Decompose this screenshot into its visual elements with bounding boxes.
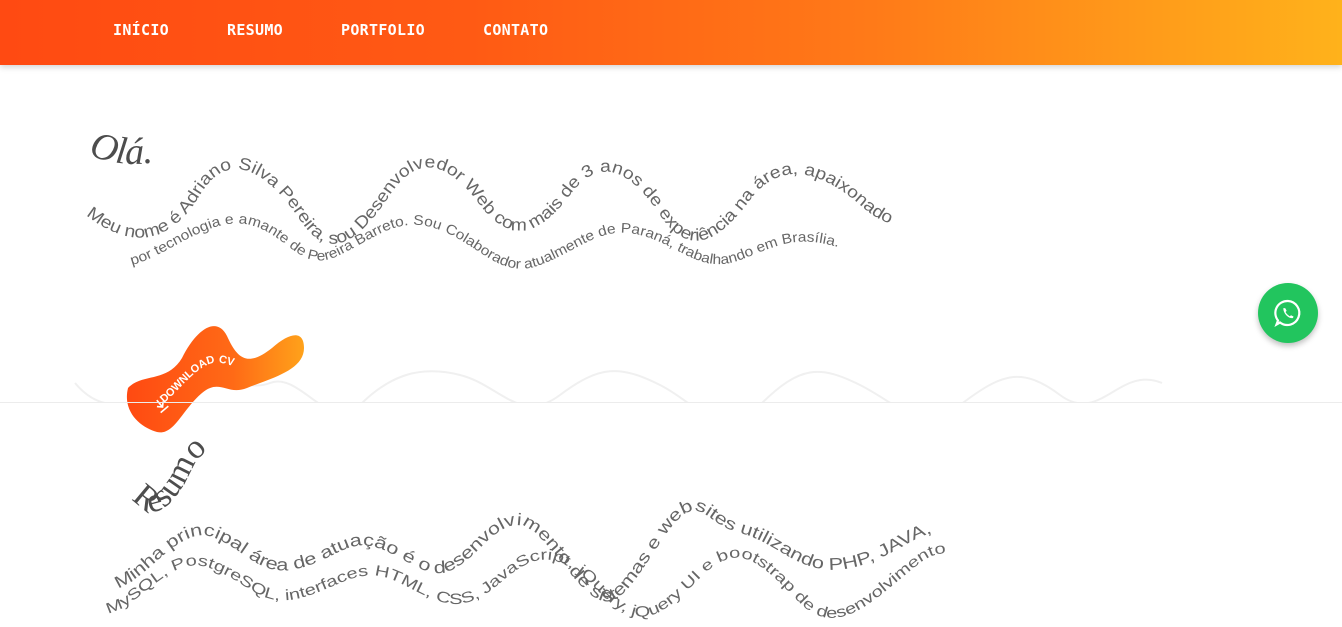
intro-wavy-text: Olá. Meu nome é Adriano Silva Pereira, s… [74,124,1163,424]
nav-link-contato[interactable]: CONTATO [482,21,549,39]
whatsapp-button[interactable] [1258,283,1318,343]
nav-link-inicio[interactable]: INÍCIO [113,21,169,39]
resumo-text-line-1: Minha principal área de atuação é o dese… [111,496,933,606]
top-navbar: INÍCIO RESUMO PORTFOLIO CONTATO [0,0,1342,65]
decorative-wave [74,370,1163,424]
intro-section: Olá. Meu nome é Adriano Silva Pereira, s… [0,65,1342,433]
intro-greeting: Olá. [86,124,155,173]
download-cv-button[interactable]: DOWNLOAD CV [122,318,308,436]
nav-link-resumo[interactable]: RESUMO [227,21,283,39]
whatsapp-icon [1274,299,1301,327]
resumo-text-line-2: MySQL, PostgreSQL, interfaces HTML, CSS,… [103,540,946,622]
resumo-section: Resumo Minha principal área de atuação é… [0,403,1342,622]
main-nav: INÍCIO RESUMO PORTFOLIO CONTATO [113,20,548,40]
download-cv-shape: DOWNLOAD CV [126,326,304,433]
download-icon [156,399,169,414]
resumo-wavy-text: Resumo Minha principal área de atuação é… [103,429,946,622]
resumo-title: Resumo [126,429,214,521]
nav-link-portfolio[interactable]: PORTFOLIO [341,21,425,39]
section-divider [0,402,1342,403]
